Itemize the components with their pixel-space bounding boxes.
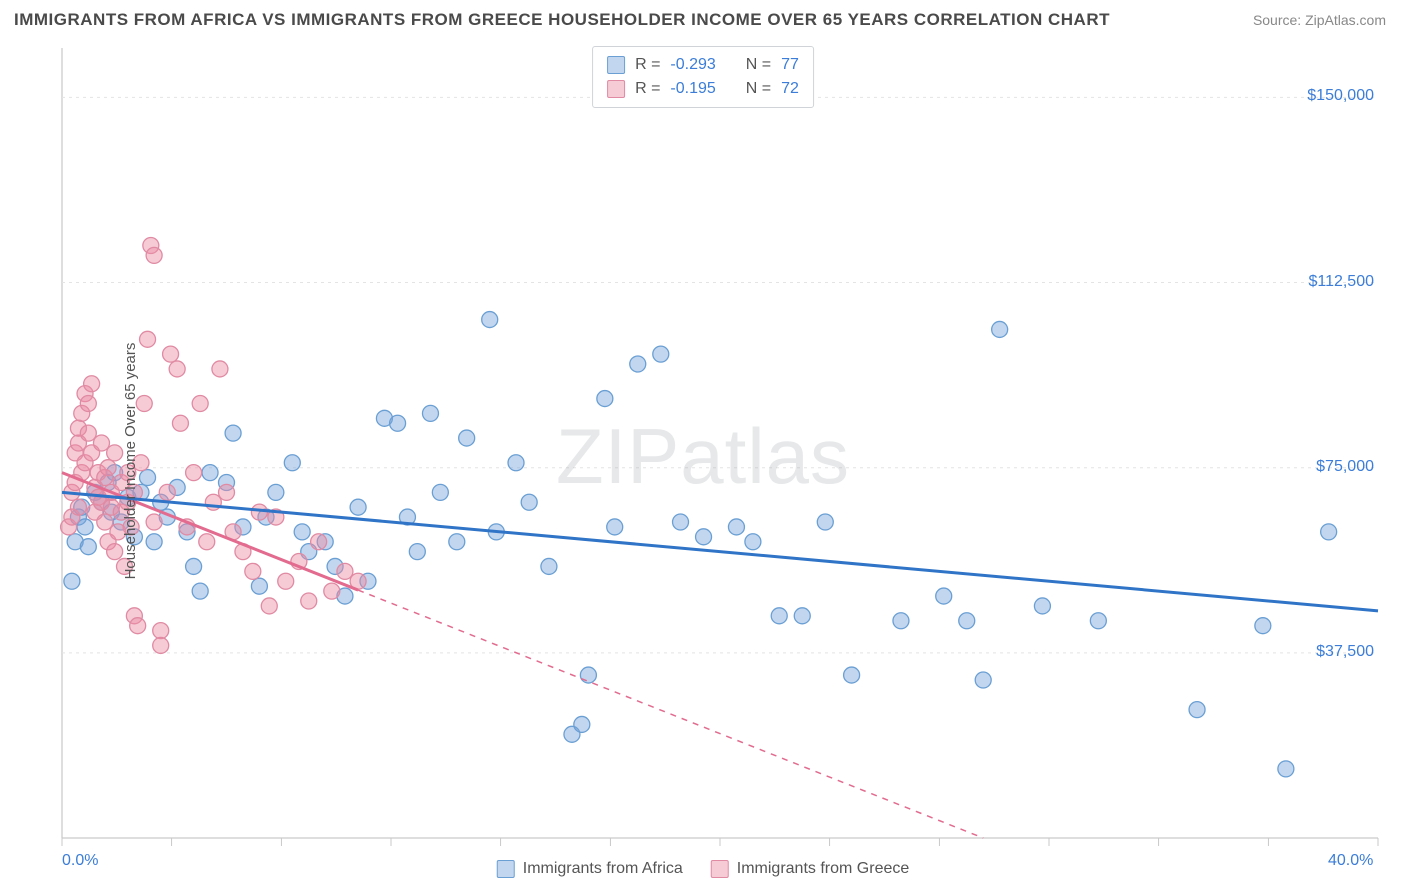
africa-swatch-icon [607, 56, 625, 74]
r-value-greece: -0.195 [670, 77, 715, 101]
correlation-row-greece: R = -0.195 N = 72 [607, 77, 799, 101]
r-label: R = [635, 53, 660, 77]
y-tick-label: $112,500 [1308, 273, 1374, 291]
x-tick-label: 40.0% [1328, 852, 1373, 870]
y-axis-label: Householder Income Over 65 years [122, 343, 139, 580]
r-label: R = [635, 77, 660, 101]
y-tick-label: $150,000 [1307, 87, 1374, 105]
n-value-africa: 77 [781, 53, 799, 77]
n-label: N = [746, 53, 771, 77]
source-link[interactable]: ZipAtlas.com [1305, 12, 1386, 28]
correlation-row-africa: R = -0.293 N = 77 [607, 53, 799, 77]
chart-container: Householder Income Over 65 years ZIPatla… [14, 44, 1392, 878]
y-tick-label: $37,500 [1316, 643, 1374, 661]
y-tick-label: $75,000 [1316, 458, 1374, 476]
greece-swatch-icon [711, 860, 729, 878]
legend-item-greece: Immigrants from Greece [711, 860, 909, 878]
n-value-greece: 72 [781, 77, 799, 101]
n-label: N = [746, 77, 771, 101]
legend-item-africa: Immigrants from Africa [497, 860, 683, 878]
r-value-africa: -0.293 [670, 53, 715, 77]
source-attribution: Source: ZipAtlas.com [1253, 12, 1386, 28]
africa-swatch-icon [497, 860, 515, 878]
scatter-plot [14, 44, 1392, 878]
source-label: Source: [1253, 12, 1301, 28]
chart-header: IMMIGRANTS FROM AFRICA VS IMMIGRANTS FRO… [0, 0, 1406, 34]
chart-title: IMMIGRANTS FROM AFRICA VS IMMIGRANTS FRO… [14, 10, 1110, 30]
correlation-legend: R = -0.293 N = 77 R = -0.195 N = 72 [592, 46, 814, 108]
greece-swatch-icon [607, 80, 625, 98]
legend-label-africa: Immigrants from Africa [523, 860, 683, 878]
series-legend: Immigrants from Africa Immigrants from G… [497, 860, 910, 878]
x-tick-label: 0.0% [62, 852, 98, 870]
legend-label-greece: Immigrants from Greece [737, 860, 909, 878]
